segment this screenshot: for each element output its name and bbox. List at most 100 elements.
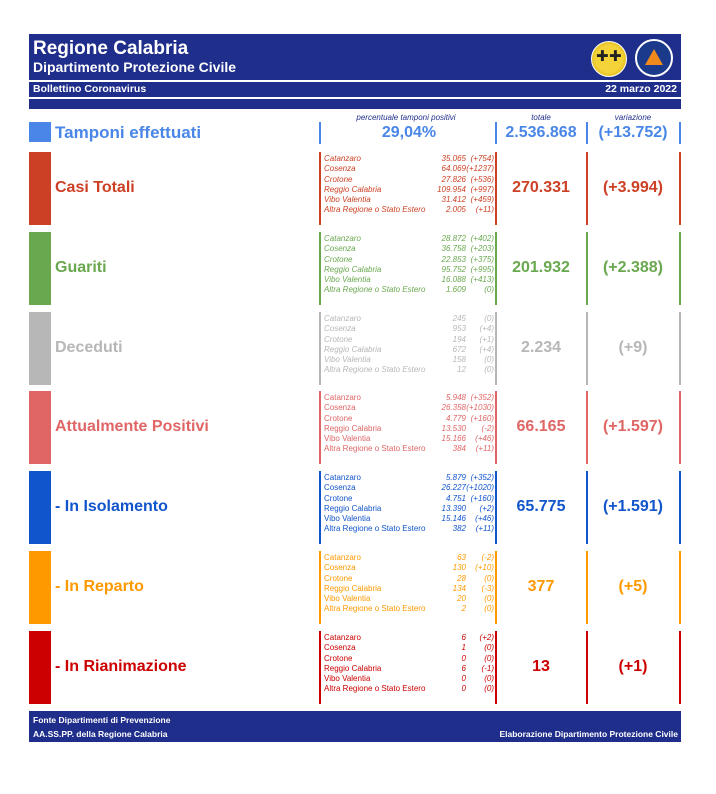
tamponi-label: Tamponi effettuati bbox=[55, 123, 202, 142]
province-name: Altra Regione o Stato Estero bbox=[324, 684, 426, 694]
province-name: Altra Regione o Stato Estero bbox=[324, 604, 426, 614]
province-value: 672 bbox=[452, 344, 466, 354]
category-totale: 377 bbox=[527, 577, 555, 595]
province-line: Crotone 22.853 (+375) bbox=[324, 255, 494, 265]
category-totale: 13 bbox=[532, 657, 550, 675]
category-swatch bbox=[29, 232, 51, 305]
category-row: Deceduti Catanzaro 245 (0) Cosenza 953 (+4) Cro… bbox=[29, 312, 681, 385]
category-swatch bbox=[29, 471, 51, 544]
province-name: Reggio Calabria bbox=[324, 264, 382, 274]
province-line: Catanzaro 5.948 (+352) bbox=[324, 393, 494, 403]
province-value: 0 bbox=[461, 653, 466, 663]
province-line: Reggio Calabria 13.530 (-2) bbox=[324, 424, 494, 434]
province-line: Vibo Valentia 31.412 (+459) bbox=[324, 195, 494, 205]
province-line: Reggio Calabria 109.954 (+997) bbox=[324, 185, 494, 195]
province-name: Reggio Calabria bbox=[324, 344, 382, 354]
province-line: Altra Regione o Stato Estero 382 (+11) bbox=[324, 524, 494, 534]
province-delta: (0) bbox=[484, 285, 494, 295]
province-line: Cosenza 953 (+4) bbox=[324, 324, 494, 334]
tamponi-swatch bbox=[29, 122, 51, 142]
province-value: 20 bbox=[457, 594, 466, 604]
page-subtitle: Dipartimento Protezione Civile bbox=[33, 59, 237, 75]
province-value: 194 bbox=[452, 334, 466, 344]
province-value: 5.948 bbox=[445, 393, 466, 402]
province-value: 35.065 bbox=[441, 154, 466, 163]
province-delta: (+160) bbox=[470, 493, 494, 503]
separator bbox=[495, 232, 497, 305]
separator bbox=[319, 631, 321, 704]
separator bbox=[319, 471, 321, 544]
province-name: Cosenza bbox=[324, 483, 356, 493]
province-breakdown: Catanzaro 6 (+2) Cosenza 1 (0) Crotone 0 (0) Regg… bbox=[324, 633, 494, 695]
province-name: Reggio Calabria bbox=[324, 184, 382, 194]
category-totale: 66.165 bbox=[516, 417, 566, 435]
province-value: 95.752 bbox=[441, 264, 466, 274]
separator bbox=[586, 152, 588, 225]
province-value: 22.853 bbox=[441, 254, 466, 264]
province-value: 245 bbox=[452, 314, 466, 323]
separator bbox=[679, 122, 681, 144]
province-name: Vibo Valentia bbox=[324, 195, 371, 205]
province-line: Reggio Calabria 95.752 (+995) bbox=[324, 265, 494, 275]
province-value: 5.879 bbox=[445, 473, 466, 482]
category-totale: 270.331 bbox=[512, 178, 570, 196]
province-delta: (+352) bbox=[470, 393, 494, 402]
category-swatch bbox=[29, 631, 51, 704]
province-value: 36.758 bbox=[441, 244, 466, 254]
separator bbox=[586, 631, 588, 704]
province-value: 0 bbox=[461, 684, 466, 694]
province-value: 6 bbox=[461, 663, 466, 673]
category-label: - In Rianimazione bbox=[55, 657, 187, 675]
category-variazione: (+2.388) bbox=[602, 258, 664, 276]
province-delta: (+536) bbox=[470, 174, 494, 184]
province-name: Altra Regione o Stato Estero bbox=[324, 205, 426, 215]
province-name: Crotone bbox=[324, 254, 353, 264]
province-delta: (+995) bbox=[470, 264, 494, 274]
province-name: Vibo Valentia bbox=[324, 594, 371, 604]
province-delta: (+1020) bbox=[466, 483, 494, 493]
category-swatch bbox=[29, 551, 51, 624]
separator bbox=[586, 312, 588, 385]
separator bbox=[495, 122, 497, 144]
province-value: 63 bbox=[457, 553, 466, 562]
province-delta: (0) bbox=[484, 355, 494, 365]
province-delta: (+352) bbox=[470, 473, 494, 482]
separator bbox=[495, 631, 497, 704]
province-name: Vibo Valentia bbox=[324, 275, 371, 285]
category-totale: 65.775 bbox=[516, 497, 566, 515]
province-delta: (+413) bbox=[470, 275, 494, 285]
province-delta: (+2) bbox=[479, 503, 494, 513]
province-name: Reggio Calabria bbox=[324, 423, 382, 433]
province-name: Vibo Valentia bbox=[324, 355, 371, 365]
province-line: Reggio Calabria 6 (-1) bbox=[324, 664, 494, 674]
totale-column-header: totale bbox=[531, 113, 551, 122]
province-value: 1 bbox=[461, 643, 466, 653]
page-title: Regione Calabria bbox=[33, 38, 189, 59]
bulletin-date: 22 marzo 2022 bbox=[605, 83, 677, 95]
footer-source-line1: Fonte Dipartimenti di Prevenzione bbox=[33, 715, 171, 725]
separator bbox=[679, 232, 681, 305]
category-variazione: (+5) bbox=[618, 577, 648, 595]
category-swatch bbox=[29, 152, 51, 225]
category-variazione: (+9) bbox=[618, 338, 648, 356]
tamponi-variazione: (+13.752) bbox=[598, 124, 668, 141]
category-label: Attualmente Positivi bbox=[55, 417, 209, 435]
separator bbox=[495, 471, 497, 544]
province-delta: (0) bbox=[484, 653, 494, 663]
province-delta: (-2) bbox=[481, 553, 494, 562]
province-line: Altra Regione o Stato Estero 12 (0) bbox=[324, 365, 494, 375]
province-name: Altra Regione o Stato Estero bbox=[324, 285, 426, 295]
province-delta: (+1237) bbox=[466, 164, 494, 174]
logos: ✚ ✚ bbox=[591, 39, 675, 77]
province-value: 2 bbox=[461, 604, 466, 614]
footer-banner: Fonte Dipartimenti di Prevenzione AA.SS.… bbox=[29, 711, 681, 742]
province-value: 130 bbox=[452, 563, 466, 573]
province-name: Catanzaro bbox=[324, 314, 361, 323]
province-name: Crotone bbox=[324, 653, 353, 663]
category-variazione: (+3.994) bbox=[602, 178, 664, 196]
province-delta: (+402) bbox=[470, 234, 494, 243]
province-name: Vibo Valentia bbox=[324, 674, 371, 684]
province-breakdown: Catanzaro 35.065 (+754) Cosenza 64.069 (+1237… bbox=[324, 154, 494, 216]
province-delta: (+46) bbox=[475, 434, 494, 444]
province-line: Catanzaro 5.879 (+352) bbox=[324, 473, 494, 483]
